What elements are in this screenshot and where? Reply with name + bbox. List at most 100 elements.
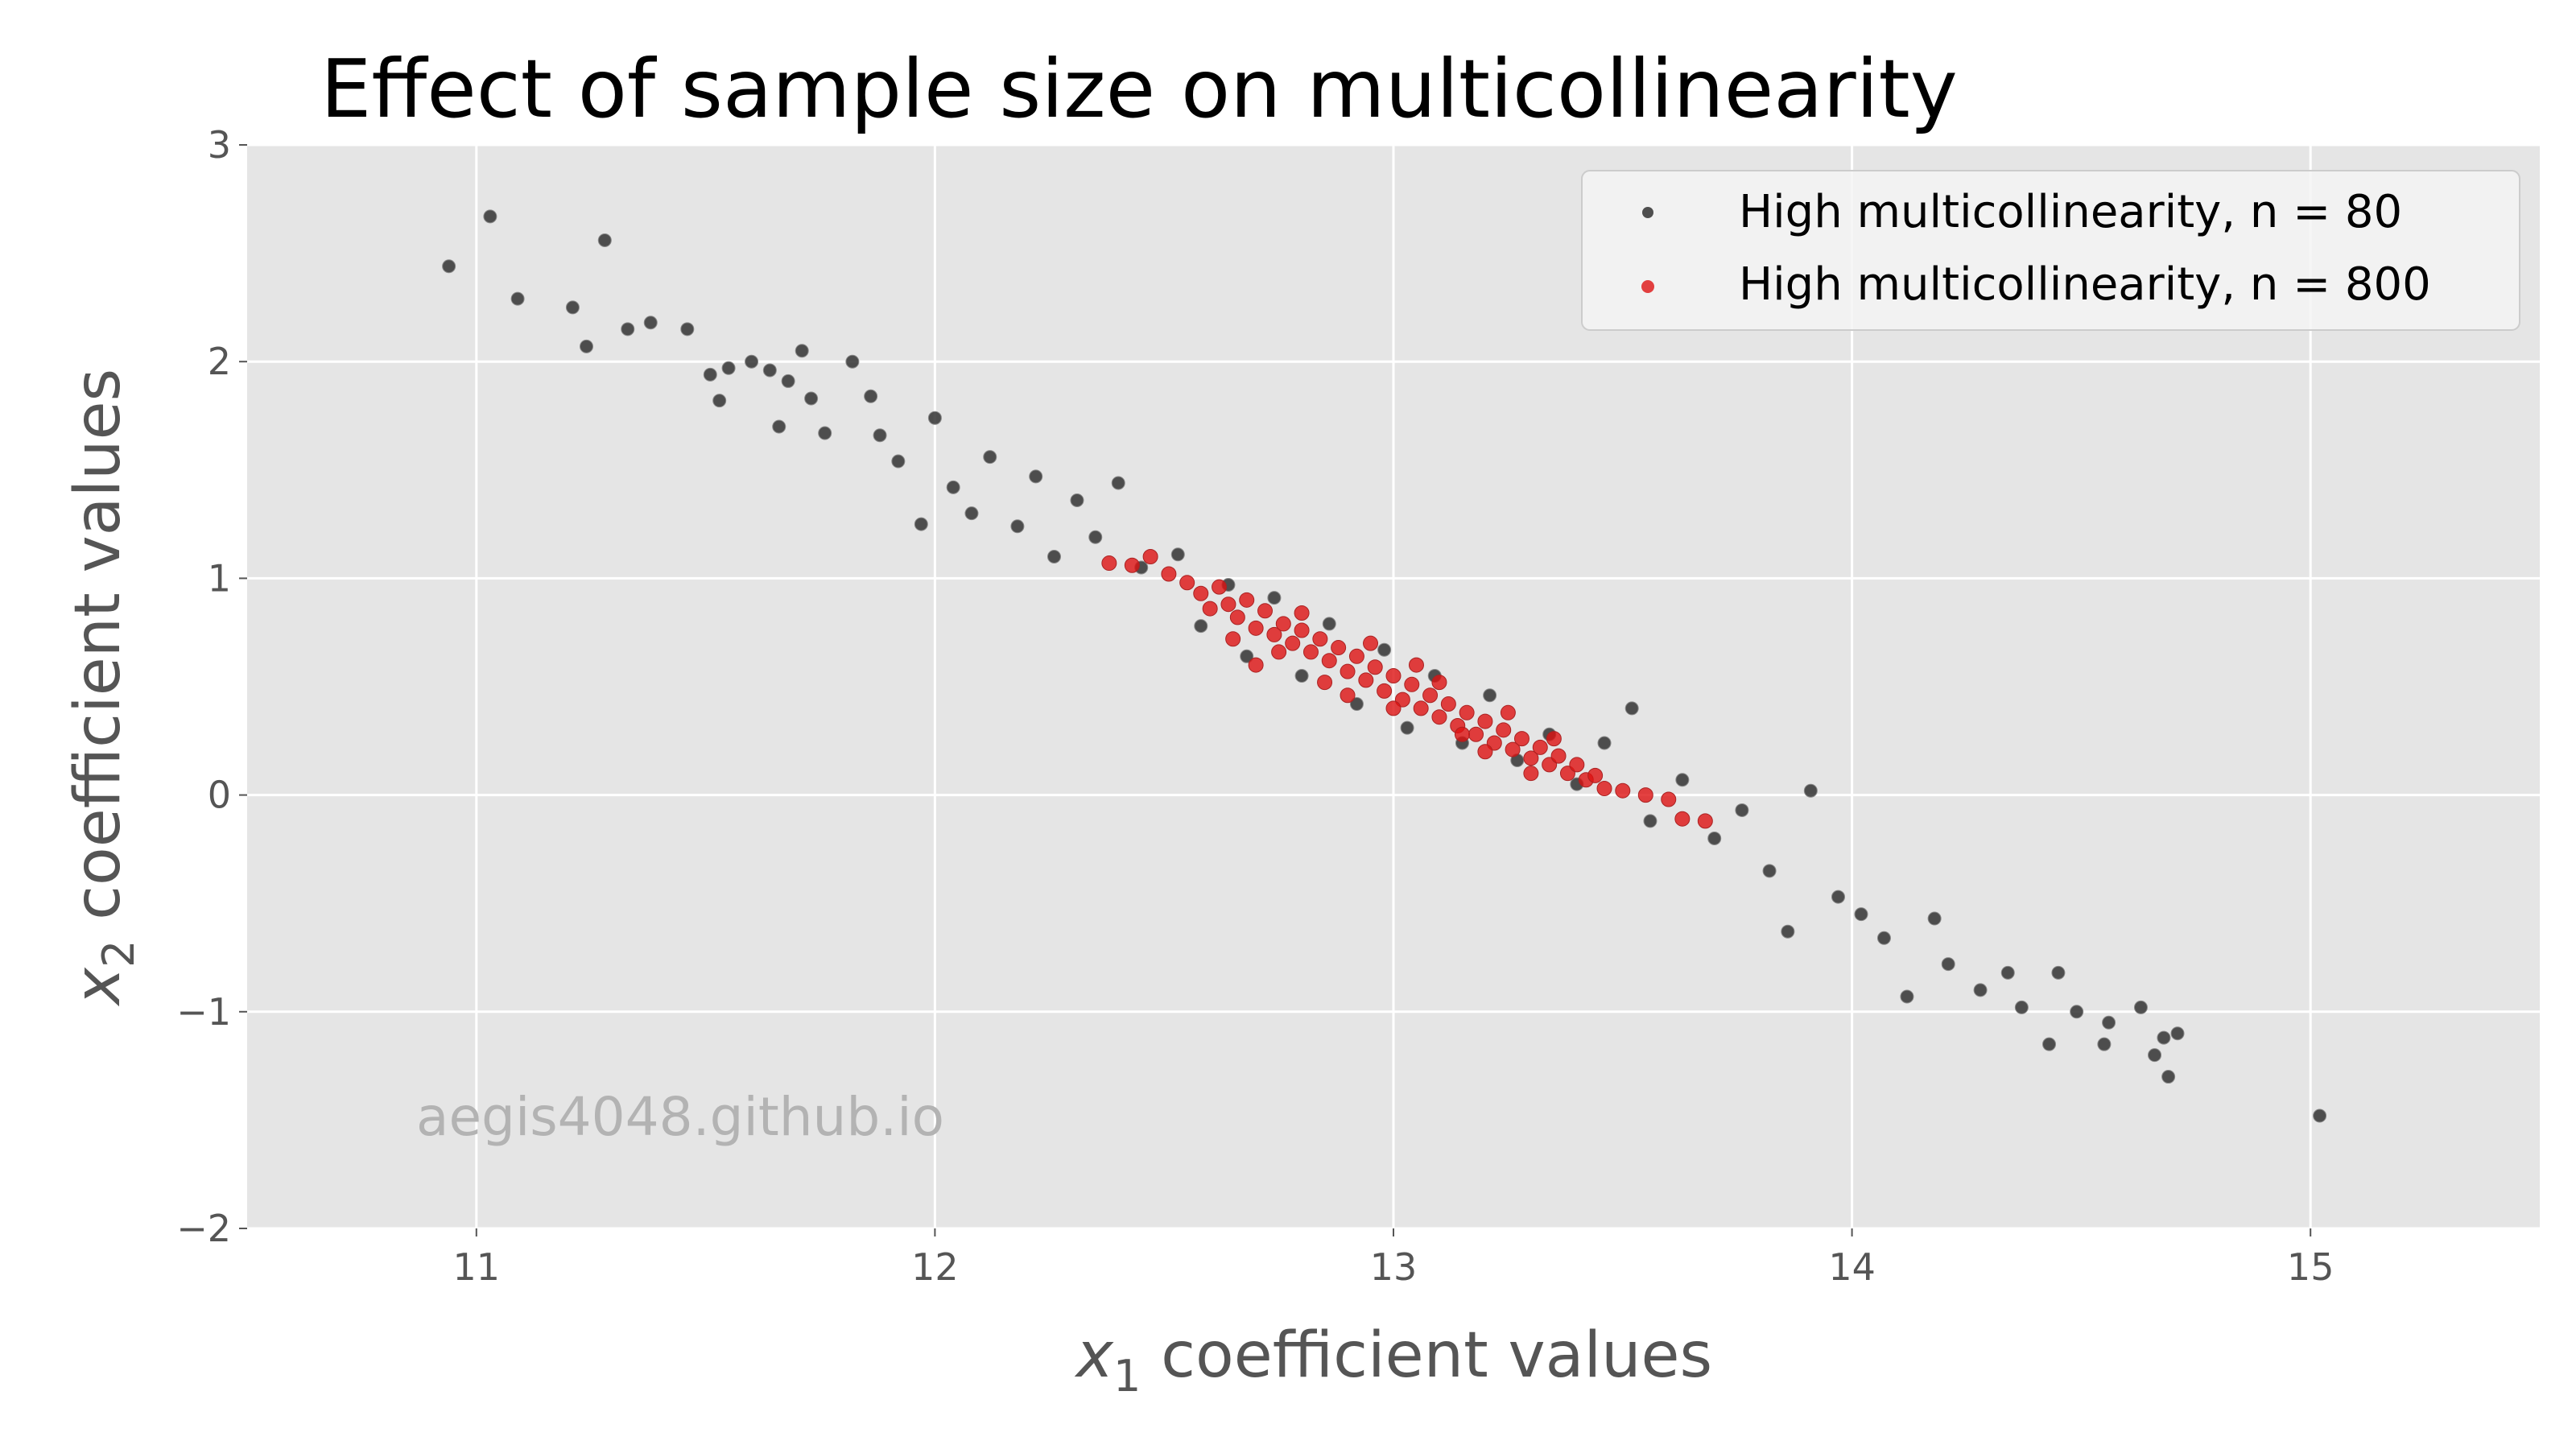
data-point [1468,726,1484,742]
data-point [762,363,777,378]
data-point [1349,697,1364,712]
data-point [1275,616,1291,632]
legend-label-n800: High multicollinearity, n = 800 [1739,258,2431,311]
data-point [1271,644,1287,660]
data-point [1596,781,1612,797]
data-point [1240,649,1254,663]
data-point [1294,669,1309,683]
data-point [864,389,878,403]
data-point [1477,744,1493,760]
data-point [1513,731,1530,747]
data-point [1010,519,1025,534]
data-point [1505,741,1521,758]
data-point [1101,555,1117,572]
x-tick-label: 11 [453,1245,501,1289]
data-point [1377,642,1392,657]
data-point [1477,713,1493,729]
data-point [1624,701,1639,716]
data-point [1257,603,1274,619]
data-point [1363,635,1379,651]
data-point [2170,1026,2185,1041]
data-point [1523,750,1539,766]
data-point [712,394,727,408]
data-point [1321,653,1337,669]
data-point [1088,530,1103,544]
data-point [2148,1048,2162,1063]
x-axis-label: x1 coefficient values [1074,1319,1712,1402]
y-tick-label: 2 [208,340,231,383]
data-point [1179,575,1195,591]
data-point [2133,1000,2148,1014]
data-point [1523,766,1539,782]
data-point [1587,767,1604,783]
data-point [703,367,717,382]
data-point [510,291,525,306]
data-point [1142,548,1158,564]
data-point [1532,739,1548,755]
legend: High multicollinearity, n = 80 High mult… [1581,170,2520,331]
data-point [1413,700,1429,716]
data-point [1569,757,1585,773]
legend-label-n80: High multicollinearity, n = 80 [1739,186,2402,238]
data-point [1267,591,1282,605]
data-point [680,322,695,336]
data-point [1597,736,1612,750]
x-tick-label: 14 [1828,1245,1876,1289]
data-point [1735,803,1749,817]
data-point [1500,704,1516,720]
y-axis-label-subscript: 2 [93,940,144,968]
y-tick-label: −1 [176,990,231,1034]
data-point [1248,620,1264,636]
data-point [1322,617,1336,631]
data-point [818,426,832,440]
data-point [1422,687,1439,704]
data-point [946,480,960,494]
data-point [1367,659,1383,675]
data-point [2161,1070,2176,1084]
data-point [1973,983,1988,997]
data-point [914,517,928,531]
data-point [1340,663,1356,679]
y-tick-label: 1 [208,556,231,600]
data-point [1762,864,1777,878]
data-point [2051,965,2066,980]
data-point [1550,748,1567,764]
data-point [1294,605,1310,621]
data-point [1285,635,1301,651]
data-point [1202,601,1218,617]
data-point [1661,791,1677,807]
data-point [1431,709,1447,725]
x-axis-label-symbol: x [1074,1319,1114,1392]
data-point [891,454,906,469]
grid-lines [247,143,2540,1230]
watermark: aegis4048.github.io [416,1086,944,1148]
data-point [2014,1000,2029,1014]
x-axis-label-text: coefficient values [1141,1319,1712,1392]
data-point [1941,957,1955,972]
data-point [2313,1108,2327,1123]
data-point [597,233,612,247]
data-point [1046,549,1061,564]
data-point [1781,924,1795,939]
data-point [1229,609,1245,625]
data-point [1707,831,1722,845]
y-axis-label-text: coefficient values [62,369,134,940]
y-tick-label: −2 [176,1207,231,1250]
data-point [1312,631,1328,647]
x-tick-label: 12 [911,1245,959,1289]
data-point [1266,626,1282,642]
data-point [1348,648,1364,664]
data-point [1124,557,1140,573]
y-axis-label-symbol: x [62,967,134,1007]
data-point [2102,1015,2116,1030]
chart-title: Effect of sample size on multicollineari… [320,42,1958,136]
legend-box [1581,170,2520,331]
data-point [1358,672,1374,688]
data-point [1927,911,1942,926]
data-point [2097,1037,2112,1051]
data-point [964,506,979,521]
data-point [565,300,580,315]
data-point [1170,547,1185,562]
data-point [1803,783,1818,798]
